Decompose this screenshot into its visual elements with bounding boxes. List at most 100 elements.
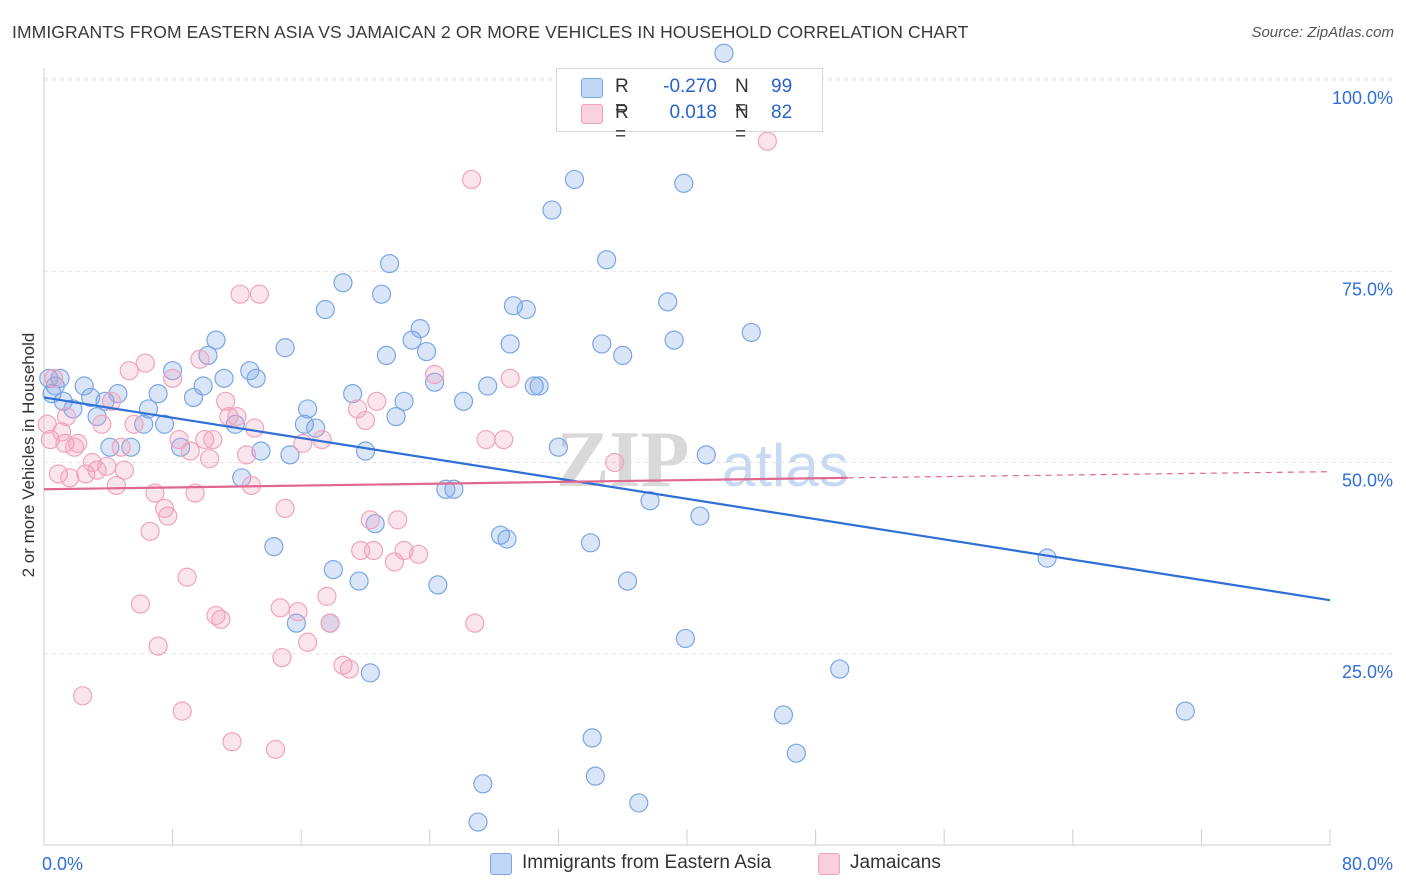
point-immigrants bbox=[597, 250, 617, 270]
point-immigrants bbox=[564, 169, 585, 190]
point-jamaicans bbox=[476, 429, 496, 450]
point-jamaicans bbox=[211, 609, 231, 629]
legend-r-label: R = bbox=[615, 76, 629, 119]
point-immigrants bbox=[275, 338, 295, 358]
legend-r-value: -0.270 bbox=[663, 76, 717, 97]
point-immigrants bbox=[1175, 701, 1195, 721]
point-immigrants bbox=[436, 479, 456, 499]
point-jamaicans bbox=[461, 169, 482, 190]
point-jamaicans bbox=[275, 498, 295, 518]
point-jamaicans bbox=[355, 410, 376, 431]
point-jamaicans bbox=[605, 452, 625, 473]
point-jamaicans bbox=[60, 468, 80, 488]
point-jamaicans bbox=[195, 429, 215, 450]
point-immigrants bbox=[100, 437, 120, 457]
point-jamaicans bbox=[216, 391, 236, 411]
point-jamaicans bbox=[48, 464, 69, 484]
point-jamaicans bbox=[172, 701, 192, 721]
point-immigrants bbox=[468, 812, 488, 832]
legend-n-label: N = bbox=[735, 102, 749, 145]
point-immigrants bbox=[741, 322, 761, 343]
point-immigrants bbox=[63, 399, 83, 419]
point-jamaicans bbox=[339, 659, 360, 679]
point-jamaicans bbox=[111, 437, 131, 457]
point-jamaicans bbox=[106, 475, 126, 496]
point-immigrants bbox=[585, 766, 605, 786]
point-jamaicans bbox=[68, 433, 88, 453]
point-immigrants bbox=[371, 284, 392, 304]
point-jamaicans bbox=[135, 353, 155, 373]
point-immigrants bbox=[664, 330, 684, 350]
point-immigrants bbox=[690, 506, 710, 526]
point-immigrants bbox=[380, 254, 400, 274]
bottom-legend-label-immigrants: Immigrants from Eastern Asia bbox=[522, 852, 772, 873]
point-immigrants bbox=[675, 628, 695, 649]
point-immigrants bbox=[74, 376, 94, 396]
point-immigrants bbox=[548, 437, 569, 457]
point-immigrants bbox=[251, 441, 271, 461]
point-jamaicans bbox=[465, 613, 485, 633]
x-tick-label: 0.0% bbox=[42, 854, 83, 874]
point-jamaicans bbox=[298, 632, 318, 652]
x-tick-label: 80.0% bbox=[1342, 854, 1393, 874]
point-jamaicans bbox=[140, 521, 160, 541]
point-jamaicans bbox=[76, 464, 96, 484]
point-jamaicans bbox=[347, 399, 368, 419]
point-jamaicans bbox=[388, 510, 408, 530]
point-immigrants bbox=[171, 437, 191, 457]
y-tick-label: 50.0% bbox=[1342, 471, 1393, 491]
point-immigrants bbox=[425, 372, 445, 392]
point-immigrants bbox=[376, 345, 396, 365]
y-tick-labels: 25.0% 50.0% 75.0% 100.0% bbox=[1332, 88, 1393, 682]
point-immigrants bbox=[154, 414, 175, 434]
point-immigrants bbox=[349, 571, 369, 591]
point-jamaicans bbox=[270, 598, 290, 618]
point-jamaicans bbox=[185, 483, 205, 503]
point-immigrants bbox=[39, 368, 59, 388]
y-tick-label: 25.0% bbox=[1342, 662, 1393, 682]
point-immigrants bbox=[121, 437, 141, 457]
y-tick-label: 75.0% bbox=[1342, 279, 1393, 299]
series-immigrants-points bbox=[39, 43, 1195, 832]
point-jamaicans bbox=[180, 441, 200, 461]
point-immigrants bbox=[214, 368, 234, 388]
point-immigrants bbox=[516, 299, 536, 320]
point-immigrants bbox=[613, 345, 633, 365]
point-immigrants bbox=[134, 414, 154, 434]
point-immigrants bbox=[416, 341, 437, 362]
point-immigrants bbox=[360, 663, 380, 683]
point-immigrants bbox=[264, 537, 284, 557]
point-jamaicans bbox=[222, 732, 242, 752]
legend-swatch-immigrants bbox=[581, 78, 603, 98]
point-jamaicans bbox=[360, 510, 380, 530]
point-immigrants bbox=[444, 479, 464, 499]
point-immigrants bbox=[386, 407, 406, 427]
point-immigrants bbox=[580, 533, 601, 553]
point-jamaicans bbox=[317, 586, 337, 606]
source-label: Source: ZipAtlas.com bbox=[1251, 24, 1394, 41]
point-jamaicans bbox=[394, 540, 414, 561]
trend-line-jamaicans bbox=[43, 476, 848, 491]
point-jamaicans bbox=[203, 429, 223, 450]
point-jamaicans bbox=[199, 449, 220, 469]
point-jamaicans bbox=[101, 391, 122, 411]
point-jamaicans bbox=[272, 647, 292, 668]
point-jamaicans bbox=[367, 391, 387, 411]
point-immigrants bbox=[394, 391, 414, 411]
trend-line-jamaicans-extension bbox=[847, 471, 1331, 479]
point-immigrants bbox=[714, 43, 734, 63]
watermark-atlas: atlas bbox=[722, 432, 849, 499]
point-immigrants bbox=[402, 330, 422, 350]
point-immigrants bbox=[240, 361, 260, 381]
point-immigrants bbox=[323, 559, 343, 580]
point-immigrants bbox=[410, 319, 430, 339]
chart-title: IMMIGRANTS FROM EASTERN ASIA VS JAMAICAN… bbox=[12, 22, 969, 42]
point-jamaicans bbox=[494, 429, 514, 450]
y-tick-label: 100.0% bbox=[1332, 88, 1393, 108]
point-immigrants bbox=[786, 743, 806, 763]
point-jamaicans bbox=[148, 636, 168, 656]
trend-line-immigrants bbox=[43, 396, 1331, 602]
point-jamaicans bbox=[265, 739, 286, 759]
correlation-legend: R = -0.270 N = 99 R = 0.018 N = 82 bbox=[556, 68, 823, 145]
